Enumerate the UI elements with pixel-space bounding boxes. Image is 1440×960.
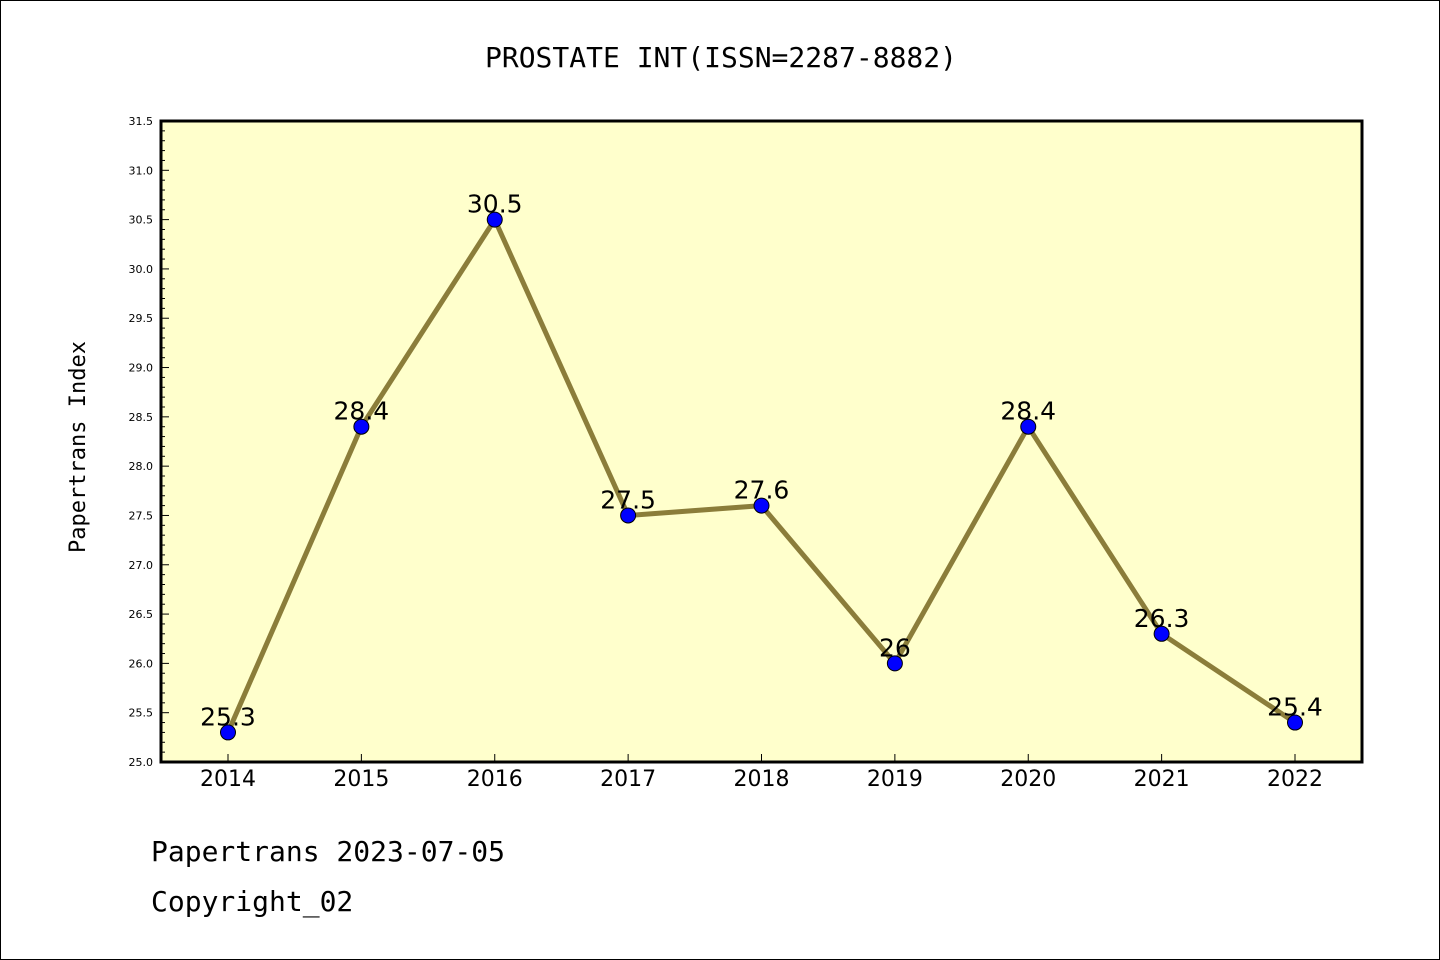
plot-area xyxy=(159,119,1364,764)
y-tick-label: 28.5 xyxy=(129,411,154,424)
y-axis: 25.0 25.5 26.0 26.5 27.0 27.5 28.0 28.5 29.0 29.5… xyxy=(129,115,169,769)
y-tick-label: 30.0 xyxy=(129,263,154,276)
x-tick-label: 2016 xyxy=(467,767,523,792)
y-tick-label: 31.0 xyxy=(129,164,154,177)
y-tick-label: 31.5 xyxy=(129,115,154,128)
y-tick-label: 27.5 xyxy=(129,509,154,522)
y-tick-label: 26.0 xyxy=(129,657,154,670)
data-point xyxy=(1287,714,1303,731)
x-tick-label: 2017 xyxy=(600,767,656,792)
x-tick-label: 2019 xyxy=(867,767,923,792)
data-point xyxy=(486,211,503,228)
x-axis: 2014 2015 2016 2017 2018 2019 2020 2021 2022 xyxy=(200,754,1323,792)
x-tick-label: 2020 xyxy=(1000,767,1056,792)
data-point xyxy=(353,418,370,435)
y-tick-label: 28.0 xyxy=(129,460,154,473)
y-tick-label: 29.0 xyxy=(129,362,154,375)
y-tick-label: 29.5 xyxy=(129,312,154,325)
y-tick-label: 27.0 xyxy=(129,559,154,572)
x-tick-label: 2014 xyxy=(200,767,256,792)
y-tick-label: 30.5 xyxy=(129,214,154,227)
data-point xyxy=(1153,625,1170,642)
data-point xyxy=(886,655,903,672)
y-tick-label: 26.5 xyxy=(129,608,154,621)
x-tick-label: 2018 xyxy=(734,767,790,792)
footer-copyright: Copyright_02 xyxy=(151,885,354,918)
x-tick-label: 2015 xyxy=(333,767,389,792)
footer-date: Papertrans 2023-07-05 xyxy=(151,835,506,868)
data-point xyxy=(220,724,236,741)
y-tick-label: 25.0 xyxy=(129,756,154,769)
data-point xyxy=(753,497,770,514)
data-point xyxy=(1020,418,1037,435)
x-tick-label: 2021 xyxy=(1134,767,1190,792)
y-axis-label: Papertrans Index xyxy=(66,341,91,553)
data-point xyxy=(620,507,637,524)
x-tick-label: 2022 xyxy=(1267,767,1323,792)
y-tick-label: 25.5 xyxy=(129,707,154,720)
chart-title: PROSTATE INT(ISSN=2287-8882) xyxy=(485,41,957,74)
